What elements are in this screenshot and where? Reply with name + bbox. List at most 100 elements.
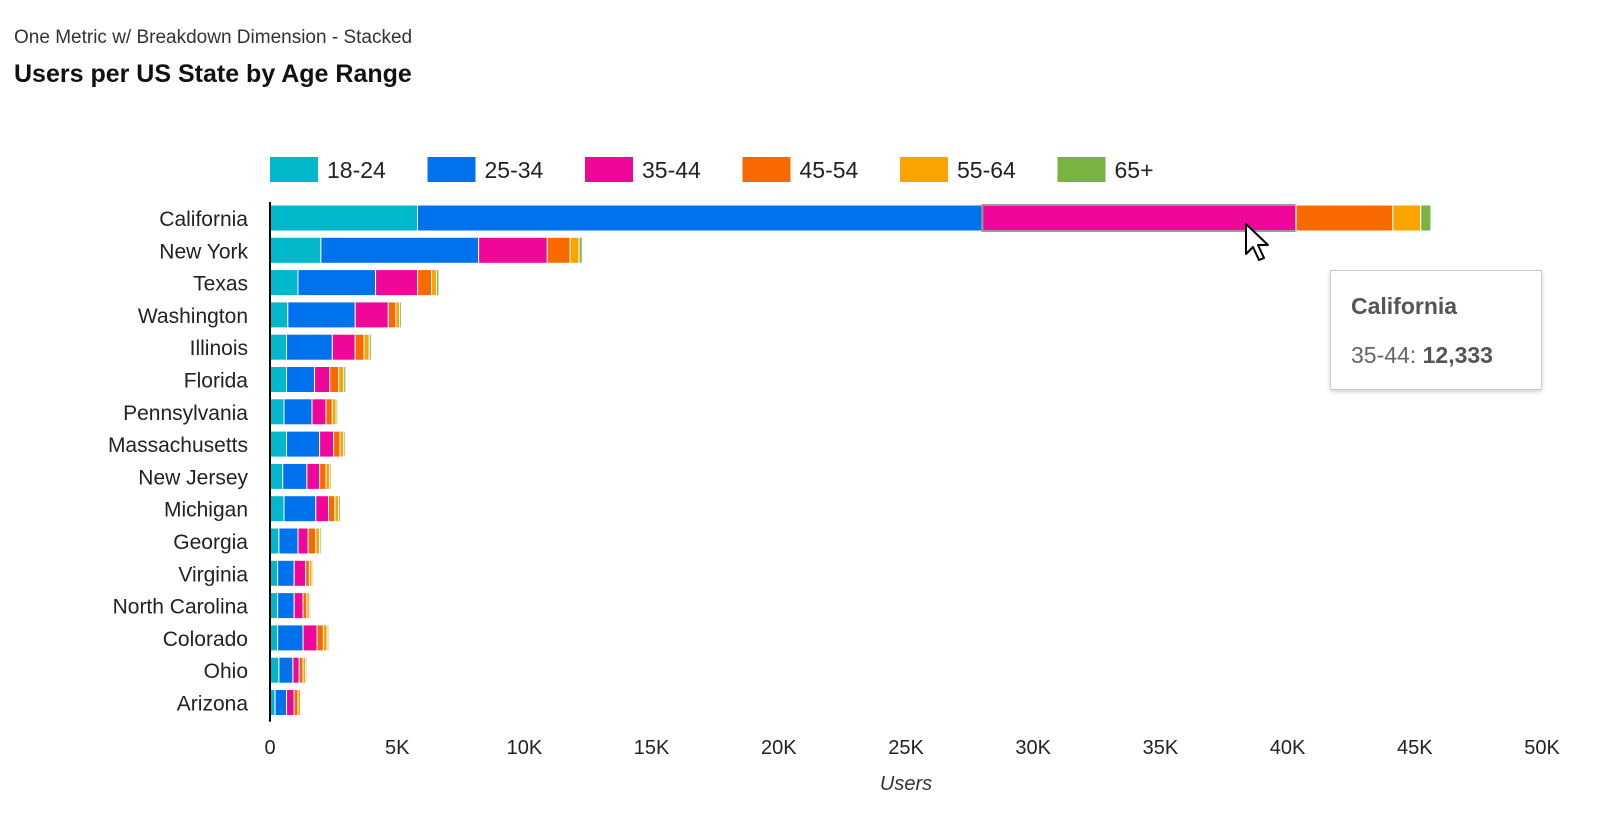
bar-segment-65+[interactable]	[305, 656, 308, 684]
bar-segment-35-44[interactable]	[331, 333, 356, 361]
bar-segment-18-24[interactable]	[269, 430, 288, 458]
bar-segment-25-34[interactable]	[282, 462, 308, 490]
bar-segment-65+[interactable]	[300, 689, 303, 716]
bar-segment-18-24[interactable]	[269, 462, 284, 490]
bar-segment-45-54[interactable]	[1295, 204, 1394, 232]
chart-subtitle: One Metric w/ Breakdown Dimension - Stac…	[14, 27, 413, 48]
bar-segment-65+[interactable]	[308, 592, 312, 620]
bar-segment-65+[interactable]	[326, 624, 330, 652]
bar-segment-25-34[interactable]	[287, 301, 356, 329]
legend-item-55-64[interactable]: 55-64	[900, 157, 1016, 183]
bar-segment-45-54[interactable]	[333, 430, 341, 458]
bar-segment-25-34[interactable]	[277, 624, 304, 652]
bar-segment-35-44[interactable]	[293, 559, 307, 587]
bar-segment-65+[interactable]	[578, 236, 583, 264]
bar-segment-18-24[interactable]	[269, 495, 285, 523]
bar-segment-18-24[interactable]	[269, 236, 322, 264]
bar-segment-25-34[interactable]	[286, 366, 316, 393]
bar-segment-65+[interactable]	[338, 495, 341, 523]
bar-segment-55-64[interactable]	[395, 301, 401, 329]
bar-segment-35-44[interactable]	[375, 269, 419, 297]
bar-segment-45-54[interactable]	[307, 527, 317, 555]
bar-segment-18-24[interactable]	[269, 398, 285, 426]
bar-segment-25-34[interactable]	[297, 269, 377, 297]
category-label: Illinois	[190, 337, 248, 360]
bar-segment-25-34[interactable]	[320, 236, 480, 264]
bar-segment-18-24[interactable]	[269, 269, 299, 297]
bar-segment-18-24[interactable]	[269, 656, 280, 684]
bar-segment-55-64[interactable]	[431, 269, 438, 297]
bar-segment-25-34[interactable]	[274, 689, 288, 716]
bar-segment-65+[interactable]	[368, 333, 372, 361]
bar-segment-25-34[interactable]	[417, 204, 983, 232]
bar-segment-18-24[interactable]	[269, 527, 280, 555]
bar-segment-55-64[interactable]	[363, 333, 370, 361]
bar-segment-65+[interactable]	[436, 269, 440, 297]
bar-segment-35-44[interactable]	[319, 430, 335, 458]
bar-segment-35-44[interactable]	[315, 495, 330, 523]
bar-segment-18-24[interactable]	[269, 204, 419, 232]
legend-item-18-24[interactable]: 18-24	[270, 157, 386, 183]
bar-segment-35-44[interactable]	[302, 624, 318, 652]
bar-segment-18-24[interactable]	[269, 301, 289, 329]
bar-segment-35-44[interactable]	[286, 689, 295, 716]
bar-segment-35-44[interactable]	[306, 462, 321, 490]
bar-segment-35-44[interactable]	[981, 204, 1298, 232]
bar-segment-65+[interactable]	[311, 559, 314, 587]
bar-segment-25-34[interactable]	[286, 333, 333, 361]
bar-segment-65+[interactable]	[329, 462, 332, 490]
bar-segment-45-54[interactable]	[316, 624, 324, 652]
bar-segment-35-44[interactable]	[311, 398, 327, 426]
bar-segment-45-54[interactable]	[417, 269, 433, 297]
legend-item-35-44[interactable]: 35-44	[585, 157, 701, 183]
bar-segment-55-64[interactable]	[334, 495, 340, 523]
bar-segment-35-44[interactable]	[292, 656, 300, 684]
bar-segment-65+[interactable]	[1420, 204, 1432, 232]
bar-segment-55-64[interactable]	[1392, 204, 1422, 232]
bar-segment-45-54[interactable]	[354, 333, 365, 361]
bar-segment-45-54[interactable]	[305, 559, 310, 587]
bar-segment-45-54[interactable]	[546, 236, 571, 264]
bar-segment-35-44[interactable]	[293, 592, 304, 620]
bar-segment-65+[interactable]	[335, 398, 339, 426]
bar-segment-65+[interactable]	[399, 301, 403, 329]
bar-segment-45-54[interactable]	[329, 366, 340, 393]
bar-segment-25-34[interactable]	[278, 656, 294, 684]
bar-segment-18-24[interactable]	[269, 624, 279, 652]
bar-segment-25-34[interactable]	[283, 495, 317, 523]
bar-segment-45-54[interactable]	[328, 495, 336, 523]
bar-segment-35-44[interactable]	[297, 527, 309, 555]
legend-item-45-54[interactable]: 45-54	[742, 157, 859, 183]
bar-segment-18-24[interactable]	[269, 592, 279, 620]
bar-segment-45-54[interactable]	[387, 301, 397, 329]
bar-row-Pennsylvania	[269, 398, 339, 426]
bar-segment-25-34[interactable]	[286, 430, 321, 458]
bar-segment-18-24[interactable]	[269, 333, 288, 361]
bar-segment-18-24[interactable]	[269, 559, 279, 587]
bar-segment-55-64[interactable]	[569, 236, 580, 264]
bar-segment-45-54[interactable]	[325, 398, 333, 426]
bar-segment-25-34[interactable]	[277, 592, 295, 620]
bar-segment-65+[interactable]	[343, 366, 347, 393]
legend-item-25-34[interactable]: 25-34	[427, 157, 544, 183]
bar-segment-35-44[interactable]	[478, 236, 548, 264]
bar-segment-55-64[interactable]	[325, 462, 331, 490]
bar-segment-35-44[interactable]	[314, 366, 331, 393]
bar-segment-45-54[interactable]	[293, 689, 299, 716]
bar-segment-25-34[interactable]	[278, 527, 299, 555]
bar-segment-55-64[interactable]	[322, 624, 328, 652]
bar-segment-35-44[interactable]	[354, 301, 389, 329]
legend-item-65+[interactable]: 65+	[1057, 157, 1154, 183]
bar-segment-55-64[interactable]	[331, 398, 337, 426]
bar-segment-55-64[interactable]	[315, 527, 321, 555]
bar-segment-65+[interactable]	[319, 527, 322, 555]
bar-segment-65+[interactable]	[343, 430, 346, 458]
bar-segment-55-64[interactable]	[339, 430, 345, 458]
bar-segment-45-54[interactable]	[298, 656, 304, 684]
bar-segment-45-54[interactable]	[319, 462, 327, 490]
bar-segment-45-54[interactable]	[302, 592, 308, 620]
bar-segment-25-34[interactable]	[277, 559, 295, 587]
bar-segment-25-34[interactable]	[283, 398, 313, 426]
bar-segment-18-24[interactable]	[269, 366, 288, 393]
bar-segment-55-64[interactable]	[338, 366, 345, 393]
